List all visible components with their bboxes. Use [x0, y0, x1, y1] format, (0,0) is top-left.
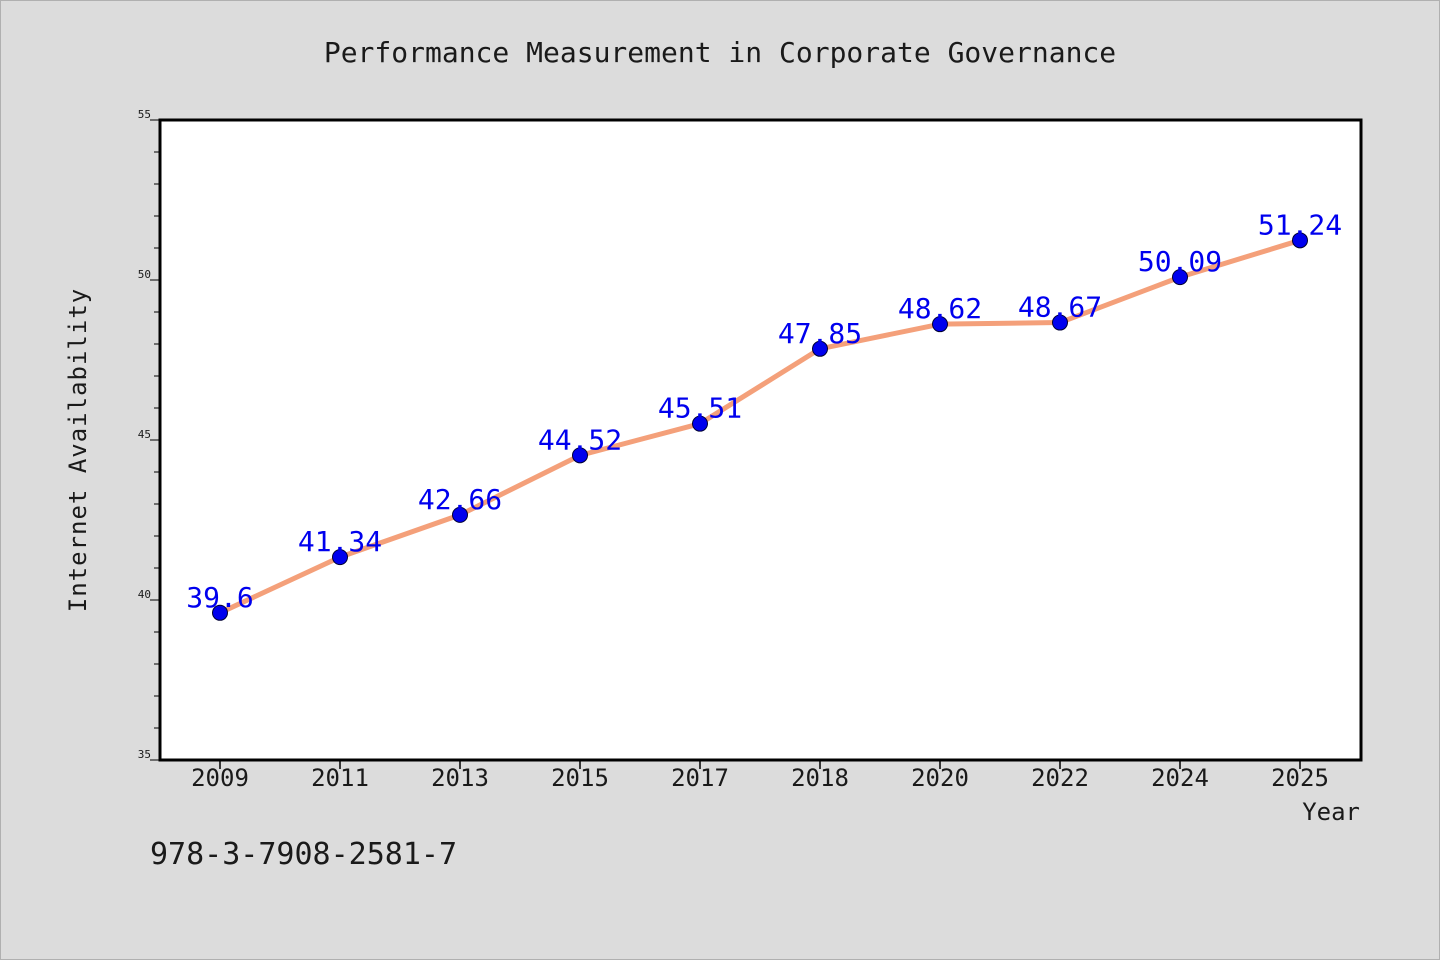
data-point	[332, 549, 348, 566]
data-label: 51.24	[1258, 208, 1342, 241]
data-point	[212, 604, 228, 621]
x-tick-label: 2015	[551, 764, 609, 792]
data-point	[1172, 269, 1188, 286]
data-label: 48.67	[1018, 291, 1102, 324]
series-layer	[212, 232, 1308, 621]
plot-area	[158, 118, 1363, 762]
data-point	[932, 316, 948, 333]
x-tick-label: 2017	[671, 764, 729, 792]
series-line	[217, 237, 1303, 616]
data-label: 44.52	[538, 423, 622, 456]
x-tick-label: 2024	[1151, 764, 1209, 792]
data-label: 50.09	[1138, 245, 1222, 278]
x-tick-label: 2022	[1031, 764, 1089, 792]
x-tick-label: 2020	[911, 764, 969, 792]
data-point	[452, 506, 468, 523]
x-tick-label: 2011	[311, 764, 369, 792]
y-tick-label: 40	[138, 588, 151, 601]
x-tick-label: 2018	[791, 764, 849, 792]
data-label: 48.62	[898, 292, 982, 325]
data-label: 41.34	[298, 525, 382, 558]
data-label: 47.85	[778, 317, 862, 350]
x-axis: 2009 2011 2013 2015 2017 2018 2020 2022 2024 2025	[191, 760, 1329, 792]
x-tick-label: 2025	[1271, 764, 1329, 792]
data-point	[1052, 314, 1068, 331]
footer-identifier: 978-3-7908-2581-7	[150, 837, 457, 872]
x-tick-label: 2009	[191, 764, 249, 792]
data-label: 42.66	[418, 483, 502, 516]
y-axis-label: Internet Availability	[64, 288, 92, 612]
data-label: 45.51	[658, 392, 742, 425]
y-tick-label: 55	[138, 108, 151, 121]
data-point	[1292, 232, 1308, 249]
data-labels: 39.6 41.34 42.66 44.52 45.51 47.85 48.62 48.67 5…	[186, 208, 1342, 613]
data-point	[692, 415, 708, 432]
x-tick-label: 2013	[431, 764, 489, 792]
y-tick-label: 50	[138, 268, 151, 281]
y-tick-label: 45	[138, 428, 151, 441]
chart-title: Performance Measurement in Corporate Gov…	[324, 36, 1116, 69]
y-axis: 35 40 45 50 55	[138, 108, 160, 761]
data-point	[812, 340, 828, 357]
data-label: 39.6	[186, 581, 253, 614]
data-point	[572, 447, 588, 464]
y-tick-label: 35	[138, 748, 151, 761]
x-axis-label: Year	[1302, 798, 1360, 826]
